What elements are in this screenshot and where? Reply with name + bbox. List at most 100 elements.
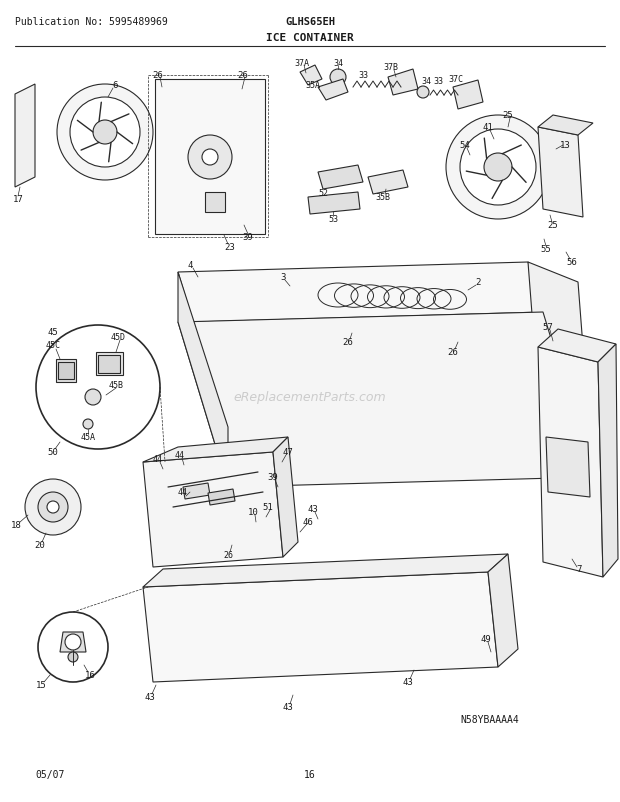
Text: 6: 6	[112, 81, 118, 91]
Circle shape	[188, 136, 232, 180]
Polygon shape	[538, 128, 583, 217]
Circle shape	[38, 492, 68, 522]
Text: 46: 46	[303, 518, 313, 527]
Text: 37C: 37C	[448, 75, 464, 84]
Text: 17: 17	[12, 195, 24, 205]
Text: 54: 54	[459, 141, 471, 150]
Text: 45D: 45D	[110, 333, 125, 342]
Polygon shape	[56, 359, 76, 383]
Text: 25: 25	[503, 111, 513, 120]
Text: ICE CONTAINER: ICE CONTAINER	[266, 33, 354, 43]
Circle shape	[83, 419, 93, 429]
Text: 45A: 45A	[81, 433, 95, 442]
Circle shape	[65, 634, 81, 650]
Circle shape	[417, 87, 429, 99]
Text: 47: 47	[283, 448, 293, 457]
Text: 43: 43	[402, 678, 414, 687]
Text: 7: 7	[577, 565, 582, 573]
Text: 26: 26	[343, 338, 353, 347]
Text: 52: 52	[318, 188, 328, 197]
Text: 45: 45	[48, 328, 58, 337]
Circle shape	[93, 121, 117, 145]
Text: 43: 43	[308, 505, 319, 514]
Text: 35A: 35A	[306, 81, 321, 91]
Text: 39: 39	[242, 233, 254, 242]
Polygon shape	[273, 437, 298, 557]
Circle shape	[484, 154, 512, 182]
Text: 33: 33	[358, 71, 368, 80]
Text: 44: 44	[153, 455, 163, 464]
Text: Publication No: 5995489969: Publication No: 5995489969	[15, 17, 168, 27]
Text: 3: 3	[280, 273, 286, 282]
Polygon shape	[143, 452, 283, 567]
Polygon shape	[318, 166, 363, 190]
Text: 4: 4	[187, 261, 193, 270]
Polygon shape	[538, 347, 603, 577]
Polygon shape	[308, 192, 360, 215]
Ellipse shape	[342, 282, 376, 302]
Ellipse shape	[314, 278, 348, 298]
Text: 16: 16	[84, 670, 95, 679]
Polygon shape	[178, 263, 543, 322]
Ellipse shape	[370, 286, 404, 306]
Text: 18: 18	[11, 520, 21, 530]
Polygon shape	[538, 115, 593, 136]
Text: 37B: 37B	[384, 63, 399, 72]
Text: 35B: 35B	[376, 193, 391, 202]
Text: eReplacementParts.com: eReplacementParts.com	[234, 391, 386, 404]
Text: 44: 44	[175, 451, 185, 460]
Polygon shape	[546, 437, 590, 497]
Text: 05/07: 05/07	[35, 769, 64, 779]
Polygon shape	[143, 437, 288, 463]
Text: 16: 16	[304, 769, 316, 779]
Text: GLHS65EH: GLHS65EH	[285, 17, 335, 27]
Text: 26: 26	[153, 71, 164, 79]
Text: 39: 39	[268, 473, 278, 482]
Text: 41: 41	[482, 124, 494, 132]
Polygon shape	[300, 66, 322, 86]
Polygon shape	[178, 313, 593, 488]
Polygon shape	[208, 489, 235, 505]
Text: 43: 43	[144, 693, 156, 702]
Polygon shape	[143, 554, 508, 587]
Text: N58YBAAAA4: N58YBAAAA4	[460, 714, 519, 724]
Text: 34: 34	[333, 59, 343, 67]
Polygon shape	[528, 263, 593, 477]
Circle shape	[330, 70, 346, 86]
Text: 53: 53	[328, 215, 338, 225]
Text: 55: 55	[541, 245, 551, 254]
Text: 33: 33	[433, 76, 443, 85]
Text: 49: 49	[480, 634, 492, 644]
Text: 50: 50	[48, 448, 58, 457]
Circle shape	[36, 326, 160, 449]
Circle shape	[70, 98, 140, 168]
Polygon shape	[598, 345, 618, 577]
Text: 15: 15	[35, 681, 46, 690]
Circle shape	[25, 480, 81, 535]
Text: 10: 10	[247, 508, 259, 516]
Text: 25: 25	[547, 221, 559, 230]
Polygon shape	[205, 192, 225, 213]
Text: 56: 56	[567, 258, 577, 267]
Circle shape	[460, 130, 536, 206]
Polygon shape	[488, 554, 518, 667]
Polygon shape	[178, 273, 228, 488]
Circle shape	[68, 652, 78, 662]
Polygon shape	[96, 353, 123, 375]
Polygon shape	[388, 70, 418, 96]
Text: 45C: 45C	[45, 341, 61, 350]
Text: 37A: 37A	[294, 59, 309, 67]
Circle shape	[57, 85, 153, 180]
Text: 2: 2	[476, 278, 480, 287]
Polygon shape	[368, 171, 408, 195]
Ellipse shape	[398, 290, 432, 310]
Polygon shape	[538, 330, 616, 363]
Bar	[98, 355, 120, 374]
Text: 45B: 45B	[108, 381, 123, 390]
Polygon shape	[183, 484, 210, 500]
Circle shape	[202, 150, 218, 166]
Text: 43: 43	[283, 703, 293, 711]
Circle shape	[85, 390, 101, 406]
Bar	[58, 363, 74, 379]
Text: 26: 26	[448, 348, 458, 357]
